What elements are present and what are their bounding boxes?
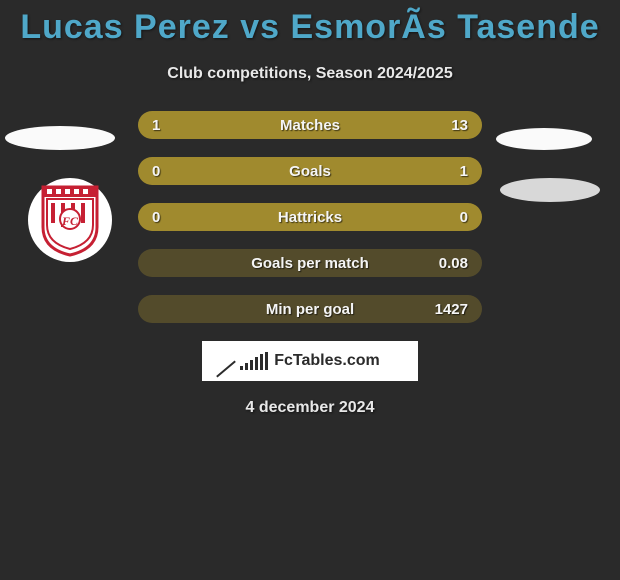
stat-right-value: 0.08: [428, 255, 468, 272]
page-title: Lucas Perez vs EsmorÃs Tasende: [0, 0, 620, 47]
stat-label: Goals: [289, 163, 331, 180]
stat-label: Goals per match: [251, 255, 369, 272]
stat-row: 1 Matches 13: [138, 111, 482, 139]
stat-row: 0 Goals 1: [138, 157, 482, 185]
brand-box[interactable]: FcTables.com: [202, 341, 418, 381]
stat-row: Goals per match 0.08: [138, 249, 482, 277]
stat-label: Matches: [280, 117, 340, 134]
date-line: 4 december 2024: [0, 399, 620, 417]
subtitle: Club competitions, Season 2024/2025: [0, 65, 620, 83]
brand-trendline: [216, 361, 236, 378]
brand-bar: [260, 354, 263, 370]
stat-row: 0 Hattricks 0: [138, 203, 482, 231]
stat-left-value: 0: [152, 163, 192, 180]
brand-bar: [265, 352, 268, 370]
brand-bar: [240, 366, 243, 370]
brand-bar: [250, 360, 253, 370]
stat-right-value: 0: [428, 209, 468, 226]
stats-area: 1 Matches 13 0 Goals 1 0 Hattricks 0 Goals per ma…: [0, 111, 620, 323]
stat-right-value: 1: [428, 163, 468, 180]
stat-row: Min per goal 1427: [138, 295, 482, 323]
stat-left-value: 0: [152, 209, 192, 226]
brand-bar: [255, 357, 258, 370]
stat-left-value: 1: [152, 117, 192, 134]
stat-label: Hattricks: [278, 209, 342, 226]
stat-label: Min per goal: [266, 301, 354, 318]
stat-right-value: 1427: [428, 301, 468, 318]
brand-text: FcTables.com: [274, 352, 380, 370]
brand-chart-icon: [240, 352, 268, 370]
brand-bar: [245, 363, 248, 370]
stat-right-value: 13: [428, 117, 468, 134]
